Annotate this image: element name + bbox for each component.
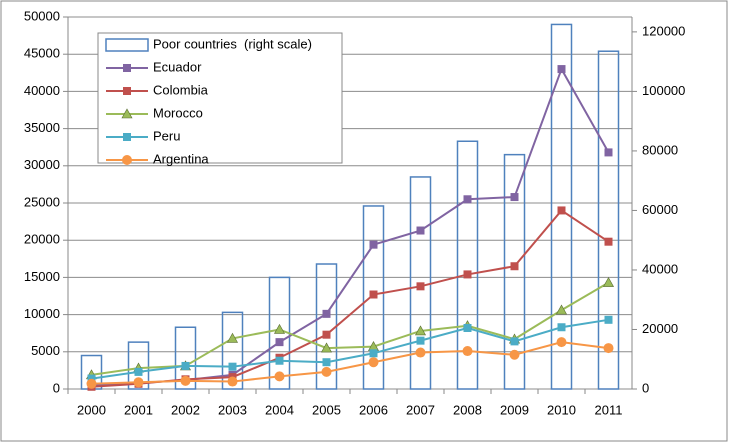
marker — [509, 349, 520, 360]
bar — [362, 205, 385, 390]
y-tick-label: 10000 — [24, 306, 60, 321]
y-tick-label: 0 — [53, 380, 60, 395]
x-tick-label: 2011 — [595, 402, 623, 417]
marker — [463, 270, 472, 279]
marker — [369, 240, 378, 249]
legend-swatch — [105, 38, 149, 52]
marker — [510, 262, 519, 271]
marker — [368, 357, 379, 368]
legend-label: Ecuador — [153, 59, 202, 74]
x-tick-label: 2002 — [171, 402, 200, 417]
marker — [510, 337, 519, 346]
marker — [322, 330, 331, 339]
y2-tick-label: 60000 — [642, 202, 678, 217]
y-tick-label: 35000 — [24, 120, 60, 135]
marker — [414, 325, 427, 336]
marker — [602, 276, 615, 287]
marker — [133, 377, 144, 388]
y-tick-label: 5000 — [31, 343, 60, 358]
y2-tick-label: 120000 — [642, 23, 685, 38]
bar — [221, 311, 244, 390]
marker — [463, 195, 472, 204]
marker — [226, 332, 239, 343]
y2-tick-label: 0 — [642, 380, 649, 395]
legend-marker — [123, 133, 131, 141]
y-tick-label: 15000 — [24, 269, 60, 284]
legend-box — [97, 32, 343, 164]
marker — [273, 323, 286, 334]
marker — [134, 367, 143, 376]
legend-marker — [123, 87, 131, 95]
marker — [274, 371, 285, 382]
marker — [322, 358, 331, 367]
legend-label: Morocco — [153, 105, 203, 120]
y-tick-label: 40000 — [24, 83, 60, 98]
x-tick-label: 2009 — [500, 402, 529, 417]
marker — [322, 309, 331, 318]
legend-marker — [123, 64, 131, 72]
legend-label: Argentina — [153, 151, 209, 166]
bar — [127, 341, 150, 390]
marker — [557, 65, 566, 74]
marker — [555, 304, 568, 315]
marker — [604, 148, 613, 157]
marker — [416, 282, 425, 291]
marker — [415, 347, 426, 358]
marker — [557, 323, 566, 332]
marker — [462, 346, 473, 357]
marker — [557, 206, 566, 215]
marker — [275, 338, 284, 347]
bar — [550, 23, 573, 390]
bar — [174, 326, 197, 390]
marker — [369, 349, 378, 358]
y-tick-label: 30000 — [24, 157, 60, 172]
y-tick-label: 50000 — [24, 8, 60, 23]
y2-tick-label: 100000 — [642, 83, 685, 98]
marker — [604, 237, 613, 246]
marker — [228, 362, 237, 371]
x-tick-label: 2008 — [453, 402, 482, 417]
y-tick-label: 45000 — [24, 46, 60, 61]
marker — [510, 193, 519, 202]
x-tick-label: 2000 — [77, 402, 106, 417]
x-tick-label: 2004 — [265, 402, 294, 417]
legend-marker — [121, 108, 133, 119]
marker — [369, 290, 378, 299]
x-tick-label: 2005 — [312, 402, 341, 417]
marker — [227, 376, 238, 387]
line — [91, 341, 609, 385]
legend-label: Poor countries (right scale) — [153, 36, 312, 51]
marker — [86, 378, 97, 389]
marker — [180, 375, 191, 386]
line — [91, 318, 609, 380]
x-tick-label: 2006 — [359, 402, 388, 417]
legend-label: Peru — [153, 128, 180, 143]
legend-marker — [122, 155, 132, 165]
bar — [597, 50, 620, 390]
y-tick-label: 25000 — [24, 194, 60, 209]
y2-tick-label: 20000 — [642, 321, 678, 336]
marker — [320, 342, 333, 353]
marker — [87, 374, 96, 383]
x-tick-label: 2007 — [406, 402, 435, 417]
marker — [321, 366, 332, 377]
bar — [503, 153, 526, 390]
legend-label: Colombia — [153, 82, 209, 97]
marker — [416, 226, 425, 235]
marker — [556, 337, 567, 348]
marker — [181, 361, 190, 370]
marker — [416, 336, 425, 345]
x-tick-label: 2003 — [218, 402, 247, 417]
y2-tick-label: 80000 — [642, 142, 678, 157]
marker — [604, 315, 613, 324]
x-tick-label: 2001 — [124, 402, 153, 417]
y-tick-label: 20000 — [24, 232, 60, 247]
bar — [456, 140, 479, 390]
marker — [603, 343, 614, 354]
marker — [275, 356, 284, 365]
y2-tick-label: 40000 — [642, 261, 678, 276]
x-tick-label: 2010 — [547, 402, 576, 417]
marker — [463, 323, 472, 332]
